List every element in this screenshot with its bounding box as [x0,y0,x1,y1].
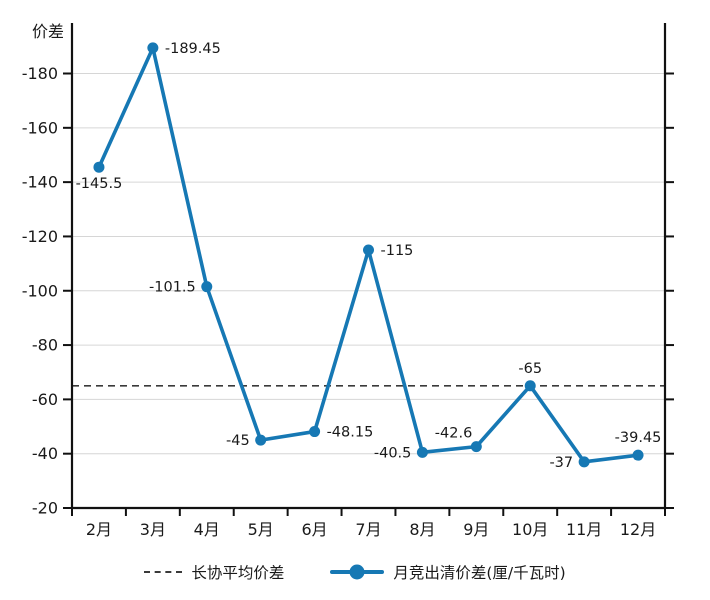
data-label: -48.15 [327,425,374,441]
x-tick-label-month: 6月 [301,520,327,539]
data-point[interactable] [524,380,536,392]
y-axis-title: 价差 [32,22,64,41]
line-marker-swatch [330,564,385,580]
y-tick-label: -40 [32,444,58,463]
x-tick-label-month: 9月 [463,520,489,539]
data-label: -65 [518,361,542,377]
data-label: -101.5 [149,280,196,296]
data-point[interactable] [632,449,644,461]
data-label: -37 [549,455,573,471]
x-tick-label-month: 11月 [566,520,602,539]
legend-label-average: 长协平均价差 [191,564,285,582]
y-tick-label: -20 [32,499,58,518]
data-label: -115 [381,243,414,259]
x-tick-label-month: 10月 [512,520,548,539]
data-label: -42.6 [435,426,473,442]
x-tick-label-month: 2月 [86,520,112,539]
y-tick-label: -120 [22,227,58,246]
data-point[interactable] [416,446,428,458]
data-point[interactable] [93,161,105,173]
x-tick-label-month: 4月 [194,520,220,539]
y-tick-label: -60 [32,390,58,409]
data-label: -45 [226,433,250,449]
data-point[interactable] [578,456,590,468]
data-point[interactable] [255,434,267,446]
data-label: -39.45 [615,430,662,446]
line-chart: -20 -40 -60 -80 -100 -120 -140 -160 -180 2月 3月 4月 5月… [22,22,674,539]
marker-dot-icon [349,564,365,580]
data-point[interactable] [470,441,482,453]
data-label: -40.5 [374,445,412,461]
data-label: -189.45 [165,41,221,57]
y-tick-label: -180 [22,64,58,83]
data-point[interactable] [147,42,159,54]
data-label: -145.5 [76,176,123,192]
legend-label-series: 月竞出清价差(厘/千瓦时) [393,564,566,582]
y-tick-label: -140 [22,173,58,192]
y-tick-label: -160 [22,118,58,137]
x-tick-label-month: 3月 [140,520,166,539]
y-tick-label: -100 [22,281,58,300]
data-point[interactable] [201,281,213,293]
y-tick-label: -80 [32,336,58,355]
legend-item-series[interactable]: 月竞出清价差(厘/千瓦时) [330,561,566,583]
legend-item-average[interactable]: 长协平均价差 [144,561,284,583]
x-tick-label-month: 12月 [620,520,656,539]
x-tick-label-month: 5月 [248,520,274,539]
chart-legend: 长协平均价差 月竞出清价差(厘/千瓦时) [0,544,710,600]
dashed-line-swatch [144,571,183,573]
x-tick-label-month: 7月 [355,520,381,539]
x-tick-label-month: 8月 [409,520,435,539]
data-point[interactable] [309,426,321,438]
data-point[interactable] [363,244,374,256]
